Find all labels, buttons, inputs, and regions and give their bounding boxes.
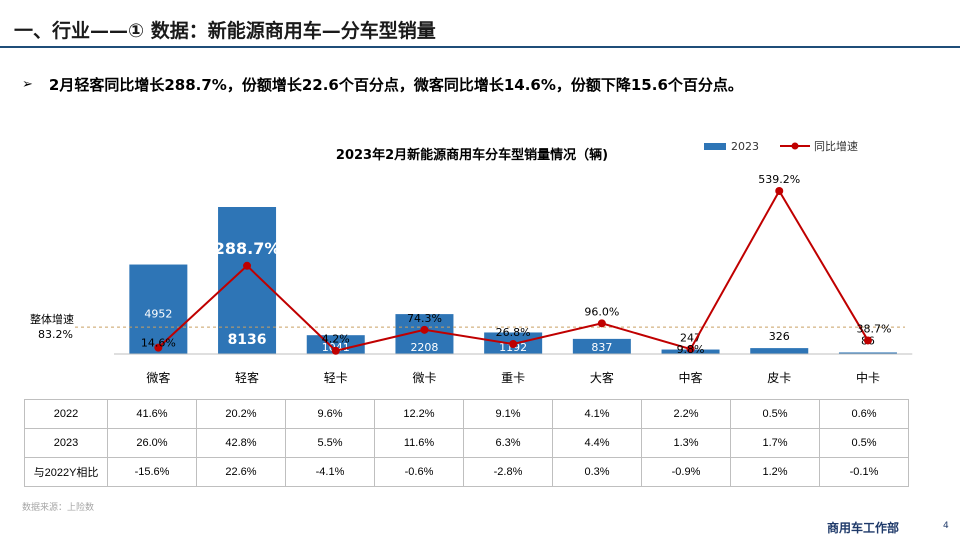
growth-rate-label: 4.2%	[322, 333, 350, 346]
growth-rate-point	[331, 346, 340, 355]
summary-bullet: ➢ 2月轻客同比增长288.7%，份额增长22.6个百分点，微客同比增长14.6…	[22, 74, 743, 95]
share-table: 2022 41.6% 20.2% 9.6% 12.2% 9.1% 4.1% 2.2% 0.5% 0…	[24, 399, 909, 487]
growth-rate-point	[509, 339, 518, 348]
growth-rate-label: 14.6%	[141, 337, 176, 350]
category-label: 轻客	[235, 370, 259, 385]
table-cell: 9.1%	[463, 399, 553, 429]
growth-rate-point	[420, 325, 429, 334]
table-cell: -0.9%	[641, 457, 731, 487]
table-cell: 0.5%	[730, 399, 820, 429]
table-row-label: 2023	[24, 428, 108, 458]
growth-rate-label: 9.8%	[677, 343, 705, 356]
table-cell: 20.2%	[196, 399, 286, 429]
growth-rate-point	[863, 336, 872, 345]
page-number: 4	[943, 521, 949, 531]
bar	[572, 338, 631, 354]
table-cell: 4.4%	[552, 428, 642, 458]
table-cell: -2.8%	[463, 457, 553, 487]
table-cell: 6.3%	[463, 428, 553, 458]
bar	[218, 207, 277, 354]
legend-bar-label: 2023	[731, 140, 759, 153]
legend-line-label: 同比增速	[814, 139, 858, 153]
growth-rate-label: 288.7%	[214, 239, 281, 258]
growth-rate-point	[243, 261, 252, 270]
table-cell: 22.6%	[196, 457, 286, 487]
reference-line-label: 整体增速	[30, 312, 74, 326]
table-cell: 2.2%	[641, 399, 731, 429]
bar	[306, 335, 365, 354]
growth-rate-point	[775, 187, 784, 195]
growth-rate-label: 96.0%	[584, 305, 619, 318]
category-label: 皮卡	[767, 371, 791, 385]
table-cell: 1.7%	[730, 428, 820, 458]
department-name: 商用车工作部	[827, 521, 900, 535]
table-row: 2022 41.6% 20.2% 9.6% 12.2% 9.1% 4.1% 2.2% 0.5% 0…	[24, 399, 909, 429]
category-label: 轻卡	[324, 371, 348, 385]
category-label: 中客	[679, 370, 703, 385]
title-divider	[0, 46, 960, 48]
table-cell: 12.2%	[374, 399, 464, 429]
summary-text: 2月轻客同比增长288.7%，份额增长22.6个百分点，微客同比增长14.6%，…	[48, 76, 743, 94]
growth-rate-label: 539.2%	[758, 173, 800, 186]
bar-value-label: 326	[769, 330, 790, 343]
growth-rate-point	[597, 319, 606, 328]
table-cell: 41.6%	[107, 399, 197, 429]
table-cell: -0.6%	[374, 457, 464, 487]
category-label: 大客	[590, 370, 614, 385]
bar-value-label: 837	[591, 341, 612, 354]
table-cell: 5.5%	[285, 428, 375, 458]
table-cell: 0.6%	[819, 399, 909, 429]
page-title: 一、行业——① 数据：新能源商用车—分车型销量	[14, 20, 436, 42]
chart-title: 2023年2月新能源商用车分车型销量情况（辆)	[336, 147, 608, 163]
growth-rate-label: 74.3%	[407, 312, 442, 325]
bar	[129, 264, 188, 354]
reference-line-value: 83.2%	[38, 328, 73, 341]
category-label: 重卡	[501, 371, 525, 385]
legend-bar-swatch	[704, 143, 726, 150]
table-cell: 0.3%	[552, 457, 642, 487]
table-row: 与2022Y相比 -15.6% 22.6% -4.1% -0.6% -2.8% 0.3% -0…	[24, 457, 909, 487]
category-label: 微卡	[412, 371, 436, 385]
table-cell: 42.8%	[196, 428, 286, 458]
table-cell: 1.2%	[730, 457, 820, 487]
category-label: 中卡	[856, 370, 880, 385]
table-cell: 26.0%	[107, 428, 197, 458]
growth-rate-label: 38.7%	[856, 322, 891, 335]
bar-value-label: 2208	[410, 341, 438, 354]
table-row: 2023 26.0% 42.8% 5.5% 11.6% 6.3% 4.4% 1.3% 1.7% 0…	[24, 428, 909, 458]
legend-line-marker	[791, 142, 799, 150]
table-row-label: 2022	[24, 399, 108, 429]
bar-value-label: 8136	[228, 332, 267, 348]
table-cell: 9.6%	[285, 399, 375, 429]
bar	[838, 352, 897, 354]
table-cell: 1.3%	[641, 428, 731, 458]
table-cell: -15.6%	[107, 457, 197, 487]
table-cell: 4.1%	[552, 399, 642, 429]
table-cell: 0.5%	[819, 428, 909, 458]
bar	[750, 348, 809, 354]
table-cell: -4.1%	[285, 457, 375, 487]
bar-value-label: 4952	[144, 308, 172, 321]
category-label: 微客	[146, 370, 170, 385]
growth-rate-point	[686, 345, 695, 354]
arrow-bullet-icon: ➢	[22, 77, 33, 92]
table-cell: 11.6%	[374, 428, 464, 458]
table-row-label: 与2022Y相比	[24, 457, 108, 487]
growth-rate-point	[154, 343, 163, 352]
table-cell: -0.1%	[819, 457, 909, 487]
data-source-note: 数据来源：上险数	[22, 503, 95, 513]
growth-rate-label: 26.8%	[496, 326, 531, 339]
